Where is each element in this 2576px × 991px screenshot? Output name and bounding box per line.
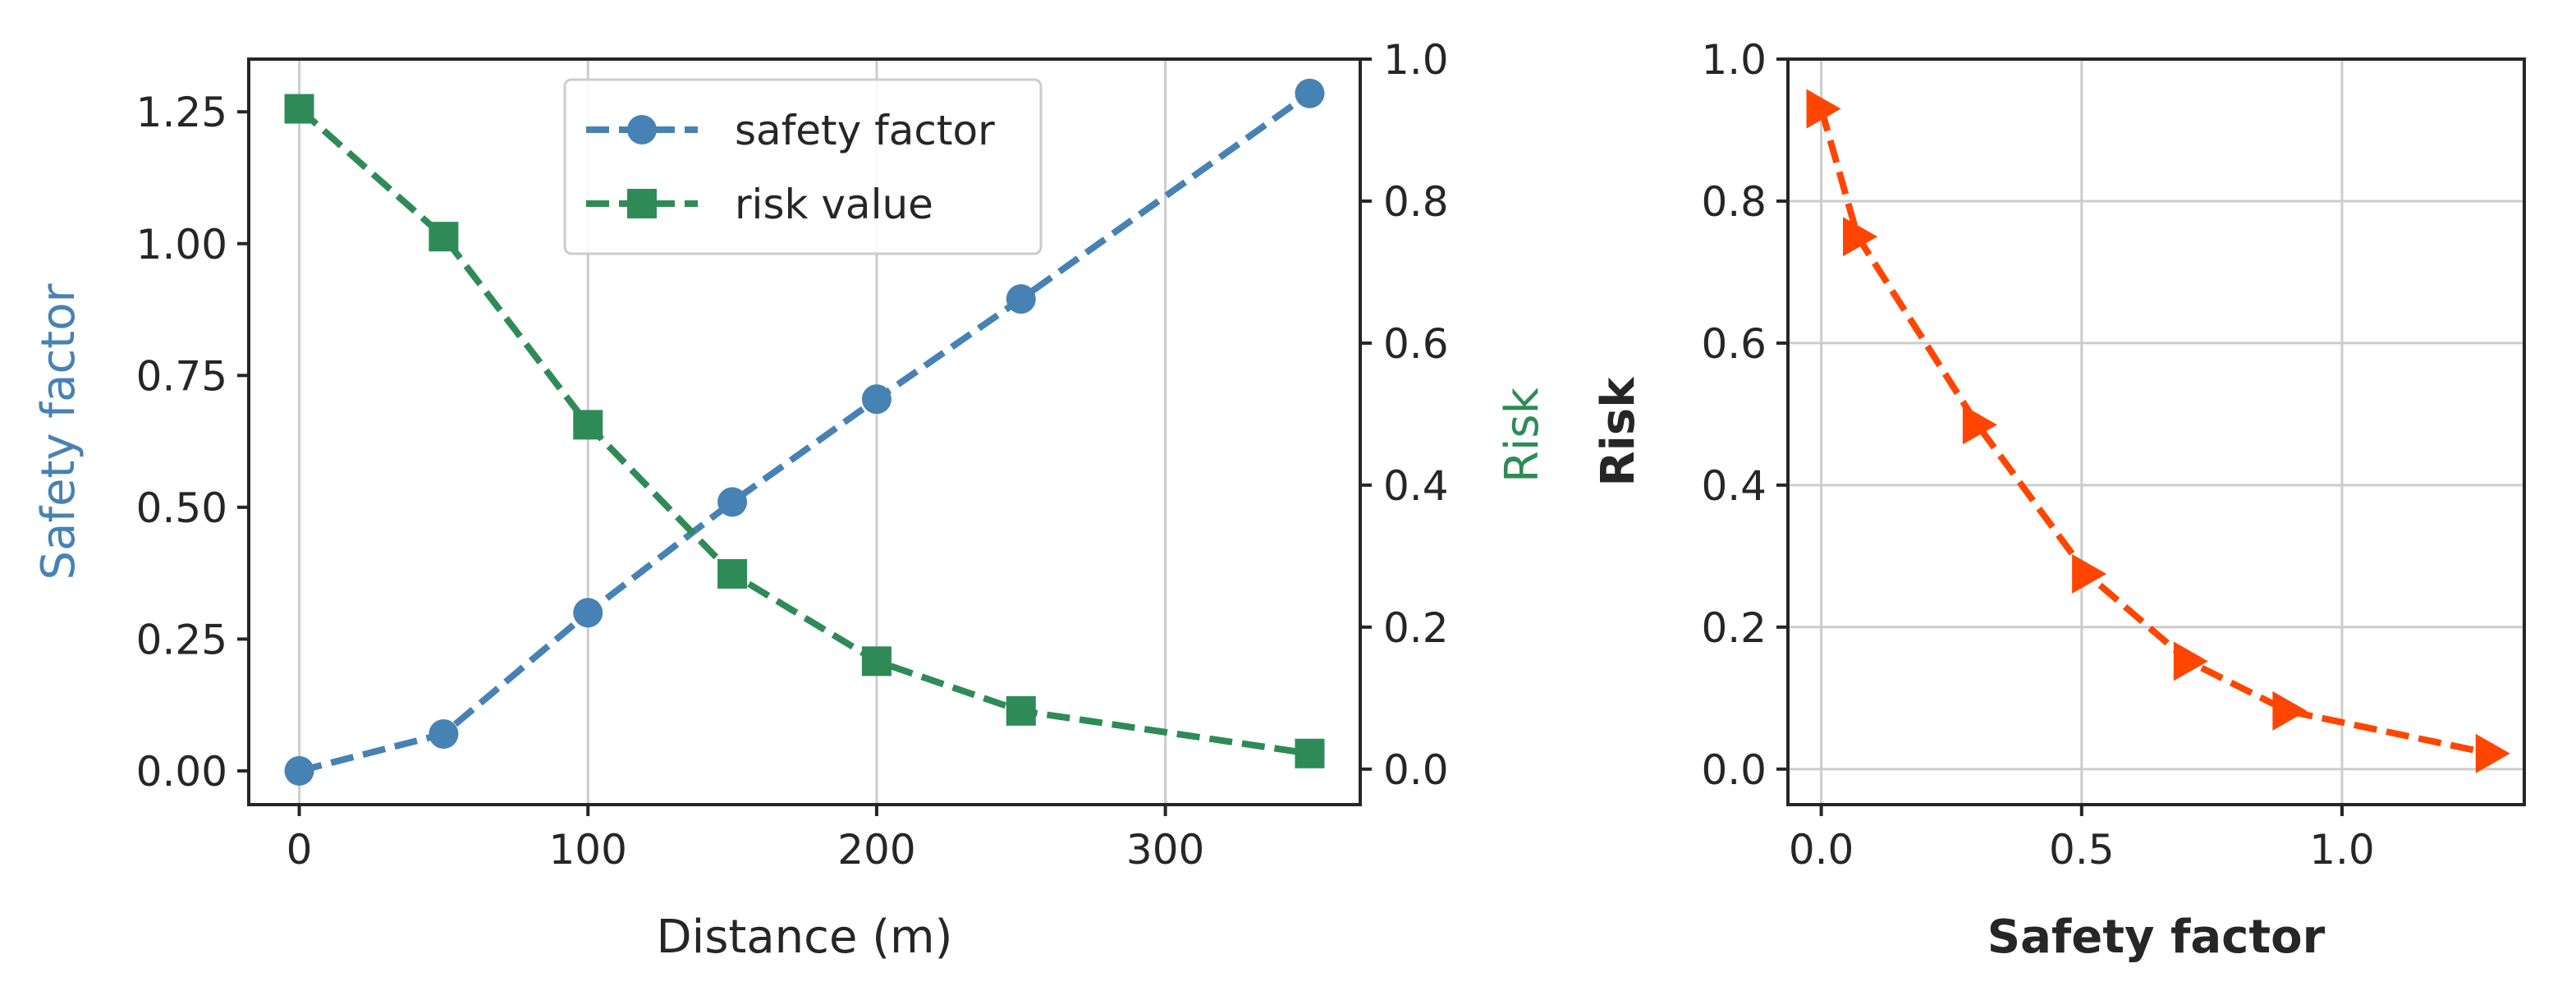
left-plot-frame xyxy=(247,57,1362,806)
left-y-tick-label: 0.75 xyxy=(136,352,227,400)
safety-factor-point xyxy=(573,598,603,628)
left-y-tick-label: 0.25 xyxy=(136,616,227,663)
x-tick-label: 0.0 xyxy=(1789,826,1854,874)
safety-factor-point xyxy=(861,384,892,415)
right-y-tick-label: 0.0 xyxy=(1383,746,1449,794)
y-tick-label: 0.6 xyxy=(1701,320,1767,368)
legend: safety factor risk value xyxy=(563,78,1043,255)
right-chart: 0.0 0.5 1.0 0.0 0.2 0.4 0.6 0.8 1.0 Safety factor… xyxy=(1592,36,2526,964)
safety-factor-point xyxy=(284,755,314,786)
x-tick-label: 300 xyxy=(1126,826,1204,874)
x-tick-label: 0 xyxy=(286,826,313,874)
left-chart: 0 100 200 300 0.00 0.25 0.50 0.75 1.00 1.25 0.0 0.2… xyxy=(32,36,1549,964)
x-tick-label: 0.5 xyxy=(2049,826,2115,874)
safety-factor-point xyxy=(717,487,748,517)
risk-vs-safety-point xyxy=(1806,89,1841,129)
risk-value-point xyxy=(1006,695,1036,726)
risk-value-point xyxy=(861,646,892,677)
right-y-tick-label: 0.2 xyxy=(1383,604,1449,652)
x-axis-label: Distance (m) xyxy=(657,911,953,964)
legend-marker-risk-value xyxy=(627,189,657,218)
right-plot-frame xyxy=(1786,57,2526,806)
risk-value-point xyxy=(429,222,459,252)
risk-vs-safety-point xyxy=(1962,405,1997,445)
risk-vs-safety-point xyxy=(2173,641,2208,681)
x-tick-label: 100 xyxy=(549,826,627,874)
risk-value-point xyxy=(284,94,314,124)
y-tick-label: 0.4 xyxy=(1701,462,1767,510)
left-y-tick-label: 1.00 xyxy=(136,221,227,268)
risk-vs-safety-point xyxy=(2272,690,2308,731)
x-tick-label: 1.0 xyxy=(2309,826,2375,874)
left-y-tick-label: 1.25 xyxy=(136,89,227,136)
risk-vs-safety-point xyxy=(2072,553,2107,594)
y-tick-label: 0.2 xyxy=(1701,604,1767,652)
right-y-tick-label: 1.0 xyxy=(1383,36,1449,84)
legend-marker-safety-factor xyxy=(627,115,657,145)
legend-box xyxy=(563,78,1043,255)
left-y-axis-label: Safety factor xyxy=(32,283,85,580)
y-tick-label: 0.8 xyxy=(1701,178,1767,226)
risk-vs-safety-point xyxy=(1843,217,1878,257)
right-y-tick-label: 0.4 xyxy=(1383,462,1449,510)
safety-factor-point xyxy=(1006,284,1036,314)
legend-label-risk-value: risk value xyxy=(735,181,933,228)
y-tick-label: 0.0 xyxy=(1701,746,1767,794)
x-axis-label: Safety factor xyxy=(1987,911,2326,964)
safety-factor-point xyxy=(1295,78,1325,108)
safety-factor-point xyxy=(429,718,459,749)
right-y-tick-label: 0.8 xyxy=(1383,178,1449,226)
risk-vs-safety-point xyxy=(2475,733,2510,773)
x-tick-label: 200 xyxy=(837,826,915,874)
risk-value-point xyxy=(573,410,603,440)
legend-label-safety-factor: safety factor xyxy=(735,107,995,154)
risk-value-point xyxy=(717,558,748,589)
risk-value-point xyxy=(1295,738,1325,768)
right-y-tick-label: 0.6 xyxy=(1383,320,1449,368)
y-tick-label: 1.0 xyxy=(1701,36,1767,84)
left-y-tick-label: 0.50 xyxy=(136,484,227,532)
right-y-axis-label: Risk xyxy=(1496,387,1549,483)
risk-vs-safety-line xyxy=(1817,108,2491,757)
left-y-tick-label: 0.00 xyxy=(136,748,227,796)
y-axis-label: Risk xyxy=(1592,376,1645,487)
